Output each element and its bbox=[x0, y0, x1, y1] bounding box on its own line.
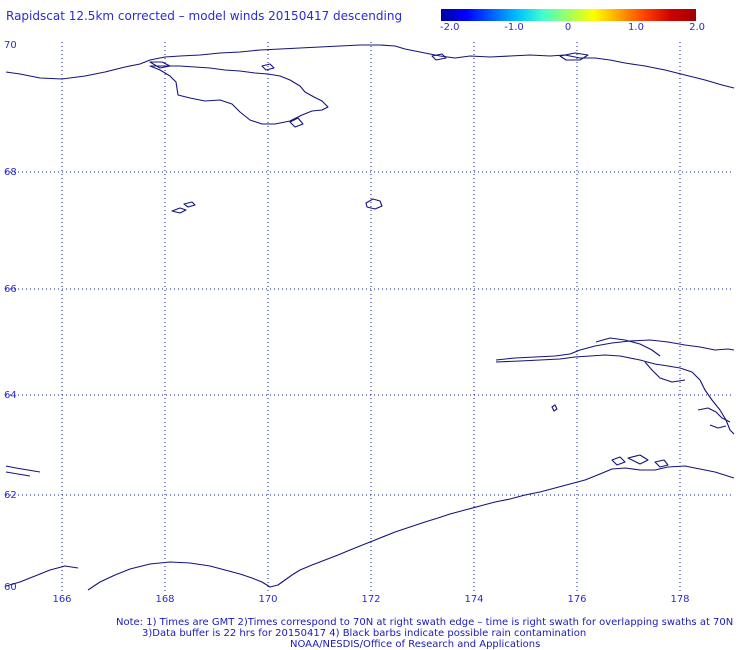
lat-label-62: 62 bbox=[4, 490, 17, 501]
lon-label-166: 166 bbox=[52, 594, 71, 605]
lon-label-178: 178 bbox=[670, 594, 689, 605]
lon-label-172: 172 bbox=[361, 594, 380, 605]
lon-label-170: 170 bbox=[258, 594, 277, 605]
lat-label-66: 66 bbox=[4, 284, 17, 295]
coastline-delta bbox=[697, 407, 731, 423]
coastline-lagoon bbox=[149, 61, 171, 69]
coastline-yukon bbox=[269, 465, 735, 588]
colorbar: -2.0 -1.0 0 1.0 2.0 bbox=[440, 9, 705, 33]
island-small-4 bbox=[551, 404, 558, 412]
coastline-seward bbox=[495, 339, 735, 361]
island-small-1 bbox=[171, 207, 187, 214]
lon-label-176: 176 bbox=[567, 594, 586, 605]
coastline-kolyuchin-bay bbox=[149, 65, 329, 125]
lat-label-68: 68 bbox=[4, 167, 17, 178]
lon-label-168: 168 bbox=[155, 594, 174, 605]
coastline-sound bbox=[595, 337, 661, 357]
lon-label-174: 174 bbox=[464, 594, 483, 605]
lat-label-64: 64 bbox=[4, 390, 17, 401]
coastline-islet bbox=[289, 117, 304, 128]
coastline-islets-yk bbox=[611, 456, 626, 466]
colorbar-label-minus-1: -1.0 bbox=[504, 22, 524, 33]
colorbar-label-plus-2: 2.0 bbox=[689, 22, 705, 33]
colorbar-label-zero: 0 bbox=[565, 22, 571, 33]
footnote-line-1: Note: 1) Times are GMT 2)Times correspon… bbox=[116, 617, 734, 628]
colorbar-label-plus-1: 1.0 bbox=[628, 22, 644, 33]
lat-label-60: 60 bbox=[4, 582, 17, 593]
lat-label-70: 70 bbox=[4, 40, 17, 51]
island-small-2 bbox=[183, 201, 196, 208]
colorbar-gradient bbox=[441, 9, 696, 21]
coastline-islets-yk-2 bbox=[627, 454, 649, 465]
colorbar-scale bbox=[441, 9, 696, 21]
coastline-gulf-left bbox=[5, 565, 79, 587]
coastline-lagoon-4 bbox=[559, 52, 589, 61]
coastline-seward-south bbox=[495, 354, 735, 435]
coastline-lagoon-2 bbox=[261, 63, 275, 71]
graticule bbox=[6, 42, 734, 592]
island-small-3 bbox=[365, 198, 383, 210]
map-canvas: 70 68 66 64 62 60 166 168 170 172 174 17… bbox=[4, 40, 735, 605]
coastline-spit bbox=[5, 465, 41, 473]
map-frame bbox=[6, 42, 734, 592]
coastline-spit-2 bbox=[5, 471, 31, 477]
footnote-credit: NOAA/NESDIS/Office of Research and Appli… bbox=[290, 639, 541, 650]
coastline-islets-yk-3 bbox=[654, 459, 669, 468]
coastline-inlet bbox=[644, 361, 686, 383]
coastline-delta-2 bbox=[709, 424, 727, 429]
coastlines bbox=[5, 44, 735, 591]
colorbar-label-minus-2: -2.0 bbox=[440, 22, 460, 33]
footnote-line-2: 3)Data buffer is 22 hrs for 20150417 4) … bbox=[142, 628, 587, 639]
map-title: Rapidscat 12.5km corrected – model winds… bbox=[6, 9, 403, 23]
coastline-lagoon-3 bbox=[431, 53, 447, 61]
coastline-anadyr bbox=[87, 561, 271, 591]
coastline-chukotka-north bbox=[5, 44, 735, 89]
